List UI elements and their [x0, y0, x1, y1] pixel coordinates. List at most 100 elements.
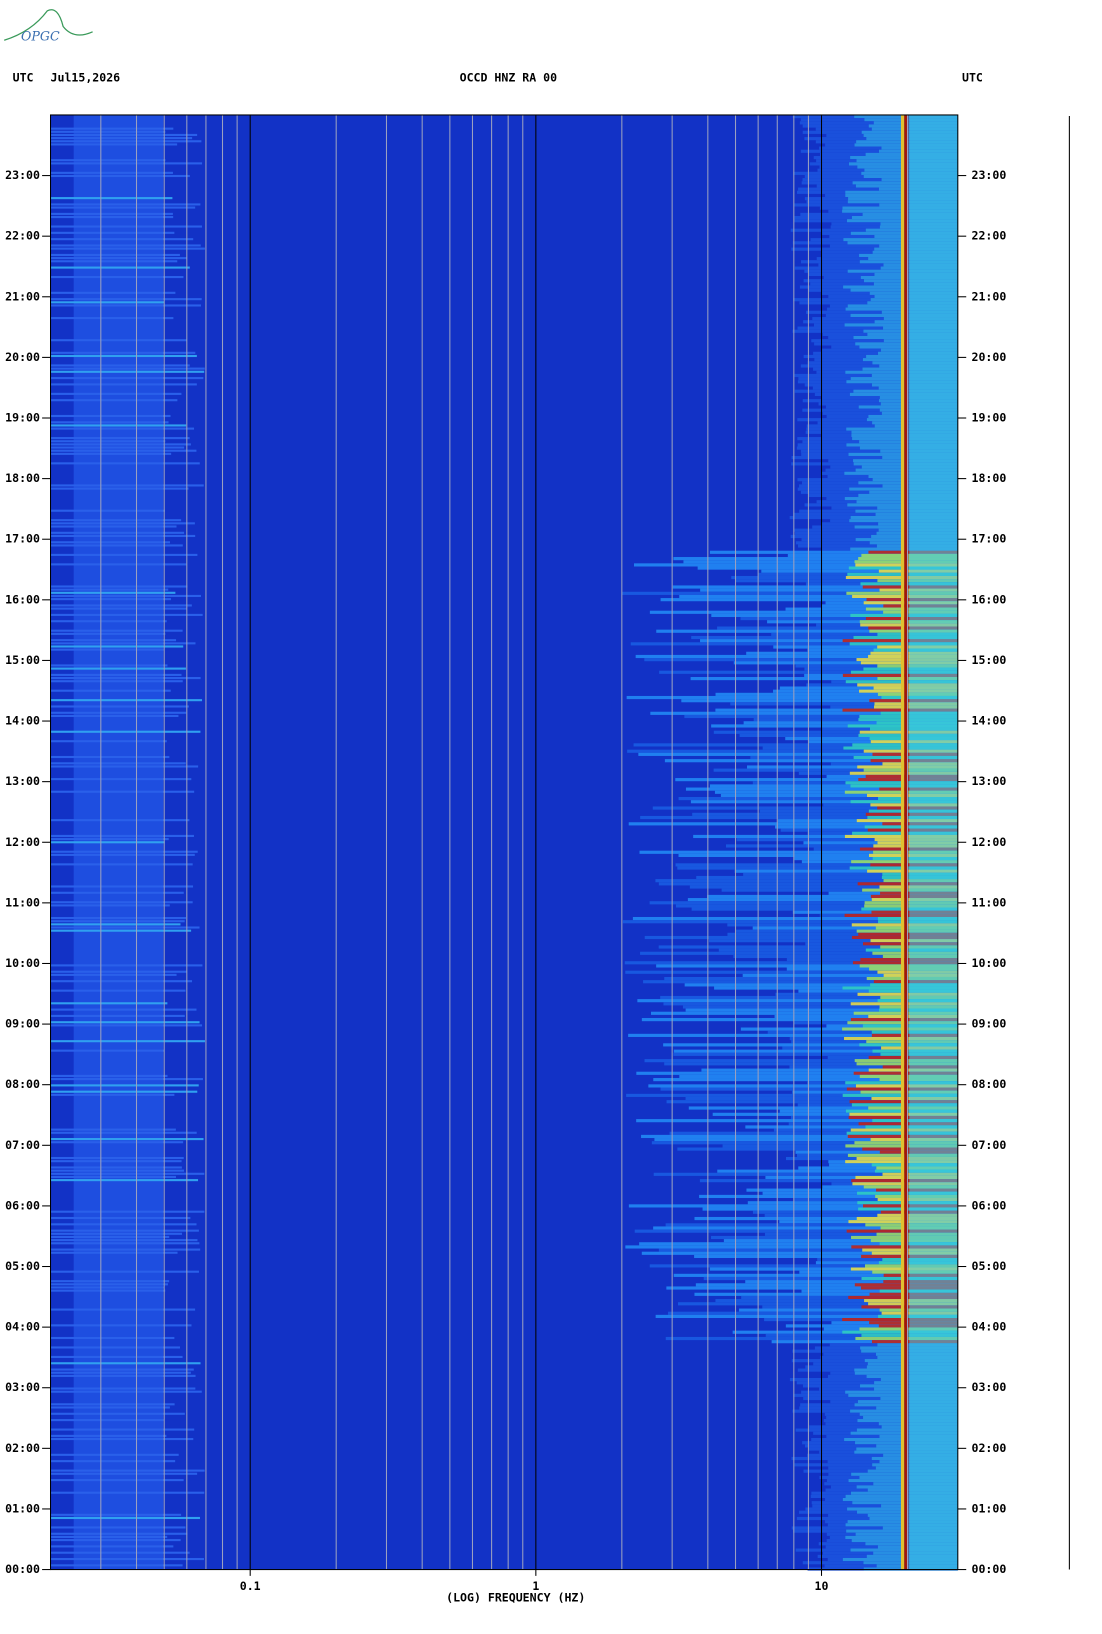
spectrogram-texture	[666, 1286, 958, 1290]
spectrogram-texture	[50, 1453, 179, 1456]
spectrogram-texture	[50, 452, 172, 455]
spectrogram-texture	[50, 130, 166, 133]
spectrogram-texture	[50, 1308, 196, 1311]
logo: OPGC	[21, 29, 60, 44]
spectrogram-texture	[747, 765, 958, 769]
spectrogram-texture	[50, 598, 171, 601]
spectrogram-texture	[50, 1324, 192, 1327]
spectrogram-texture	[785, 1324, 958, 1328]
spectrogram-texture	[707, 894, 958, 899]
spectrogram-texture	[730, 702, 958, 706]
spectrogram-texture	[794, 203, 958, 207]
spectrogram-texture	[50, 1516, 200, 1520]
spectrogram-texture	[50, 841, 165, 844]
spectrogram-texture	[50, 973, 177, 976]
spectrogram-texture	[677, 866, 958, 870]
spectrogram-texture	[50, 1539, 181, 1542]
spectrogram-texture	[50, 484, 204, 487]
spectrogram-texture	[50, 1210, 205, 1213]
spectrogram-texture	[679, 1074, 958, 1079]
spectrogram-texture	[626, 1093, 958, 1097]
spectrogram-texture	[859, 440, 958, 444]
spectrogram-texture	[679, 594, 958, 599]
spectrogram-texture	[701, 1068, 958, 1072]
spectrogram-texture	[735, 579, 958, 583]
spectrogram-texture	[50, 740, 167, 743]
spectrogram-texture	[799, 484, 958, 488]
spectrogram-texture	[859, 620, 958, 624]
spectrogram-texture	[650, 711, 958, 715]
spectrogram-texture	[842, 209, 958, 213]
spectrogram-texture	[725, 844, 958, 848]
spectrogram-texture	[742, 973, 958, 977]
spectrogram-texture	[683, 560, 958, 564]
spectrogram-texture	[50, 257, 187, 260]
spectrogram-texture	[651, 1141, 958, 1145]
spectrogram-texture	[859, 1475, 958, 1480]
spectrogram-texture	[50, 140, 202, 143]
spectrogram-texture	[802, 178, 958, 182]
spectrogram-texture	[789, 1377, 958, 1382]
y-tick-label: 07:00	[5, 1138, 40, 1152]
spectrogram-texture	[842, 708, 958, 712]
spectrogram-texture	[50, 171, 173, 174]
spectrogram-texture	[793, 1198, 958, 1202]
y-tick-label: 00:00	[971, 1562, 1006, 1576]
spectrogram-texture	[50, 680, 183, 683]
spectrogram-texture	[50, 1014, 185, 1017]
spectrogram-texture	[702, 1207, 958, 1211]
spectrogram-texture	[50, 926, 200, 929]
spectrogram-texture	[844, 1036, 958, 1041]
spectrogram-texture	[649, 901, 958, 905]
spectrogram-texture	[641, 1251, 958, 1255]
y-tick-label: 06:00	[971, 1198, 1006, 1212]
spectrogram-texture	[660, 995, 958, 1000]
spectrogram-texture	[50, 1387, 196, 1390]
spectrogram-texture	[50, 585, 188, 588]
spectrogram-texture	[734, 869, 958, 873]
spectrogram-texture	[722, 1144, 958, 1148]
spectrogram-texture	[50, 443, 191, 446]
spectrogram-texture	[791, 455, 958, 460]
y-tick-label: 22:00	[971, 229, 1006, 243]
spectrogram-texture	[50, 1535, 168, 1538]
spectrogram-texture	[50, 1472, 198, 1475]
spectrogram-texture	[673, 557, 958, 561]
spectrogram-texture	[50, 1286, 165, 1289]
spectrogram-texture	[50, 1049, 165, 1052]
spectrogram-texture	[50, 1434, 167, 1437]
spectrogram-texture	[50, 1128, 176, 1131]
spectrogram-texture	[50, 143, 178, 146]
spectrogram-texture	[636, 1119, 958, 1123]
spectrogram-texture	[665, 1223, 958, 1227]
spectrogram-texture	[689, 885, 958, 889]
spectrogram-texture	[50, 421, 169, 424]
spectrogram-texture	[50, 1074, 168, 1077]
spectrogram-texture	[50, 1513, 182, 1516]
spectrogram-texture	[50, 392, 182, 395]
spectrogram-texture	[843, 285, 958, 289]
spectrogram-texture	[692, 812, 958, 816]
spectrogram-texture	[767, 1030, 958, 1034]
spectrogram-texture	[50, 1371, 191, 1374]
spectrogram-texture	[50, 714, 179, 718]
y-tick-label: 22:00	[5, 229, 40, 243]
spectrogram-texture	[50, 462, 200, 465]
spectrogram-texture	[673, 1052, 958, 1056]
spectrogram-texture	[50, 989, 186, 992]
spectrogram-texture	[635, 654, 958, 659]
y-tick-label: 05:00	[5, 1259, 40, 1273]
spectrogram-texture	[50, 1368, 194, 1371]
spectrogram-texture	[50, 1280, 170, 1283]
spectrogram-texture	[50, 1138, 204, 1141]
spectrogram-texture	[50, 377, 204, 380]
spectrogram-texture	[50, 642, 196, 645]
spectrogram-texture	[50, 1179, 199, 1182]
x-tick-label: 1	[532, 1579, 539, 1593]
spectrogram-texture	[668, 1311, 958, 1315]
spectrogram-texture	[50, 1172, 205, 1175]
spectrogram-texture	[50, 1406, 170, 1409]
spectrogram-texture	[50, 901, 193, 904]
spectrogram-texture	[50, 1460, 176, 1463]
spectrogram-texture	[637, 999, 958, 1003]
